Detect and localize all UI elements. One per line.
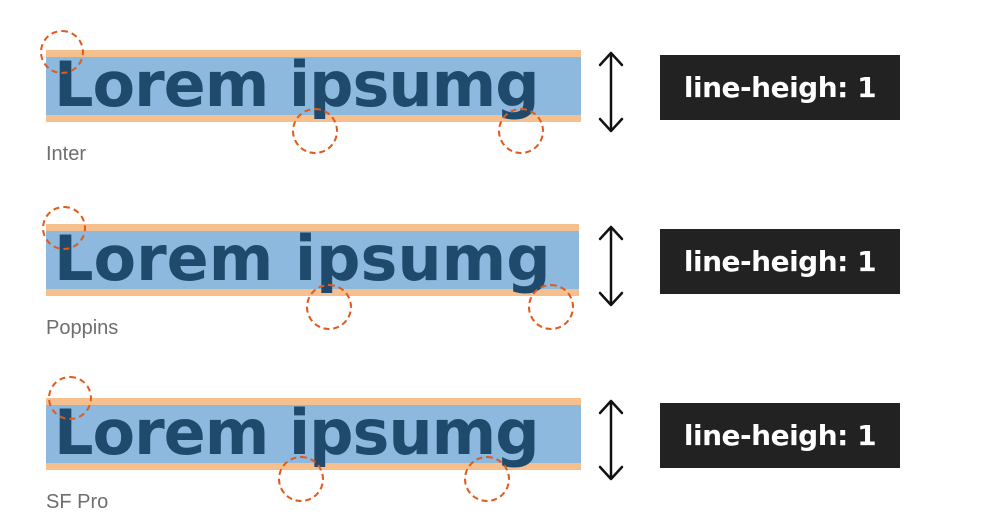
overflow-highlight-descender-p <box>292 108 338 154</box>
typography-row-inter: Lorem ipsumg Inter line-heigh: 1 <box>0 0 996 170</box>
double-headed-vertical-arrow-icon <box>598 51 624 133</box>
glyph-height-band <box>46 57 581 115</box>
font-name-caption: SF Pro <box>46 491 109 513</box>
sample-text: Lorem ipsumg <box>54 48 540 121</box>
typography-row-sf-pro: Lorem ipsumg SF Pro line-heigh: 1 <box>0 348 996 518</box>
double-headed-vertical-arrow-icon <box>598 399 624 481</box>
overflow-highlight-top-left <box>40 30 84 74</box>
sample-text: Lorem ipsumg <box>54 222 551 295</box>
overflow-highlight-descender-p <box>306 284 352 330</box>
overflow-highlight-descender-g <box>498 108 544 154</box>
font-name-caption: Inter <box>46 143 87 165</box>
font-name-caption: Poppins <box>46 317 119 339</box>
line-height-label: line-heigh: 1 <box>660 403 900 468</box>
line-height-label: line-heigh: 1 <box>660 229 900 294</box>
overflow-highlight-descender-g <box>528 284 574 330</box>
overflow-highlight-top-left <box>42 206 86 250</box>
sample-text: Lorem ipsumg <box>54 396 540 469</box>
line-height-label: line-heigh: 1 <box>660 55 900 120</box>
overflow-highlight-descender-p <box>278 456 324 502</box>
overflow-highlight-descender-g <box>464 456 510 502</box>
glyph-height-band <box>46 231 579 289</box>
typography-row-poppins: Lorem ipsumg Poppins line-heigh: 1 <box>0 174 996 344</box>
glyph-height-band <box>46 405 581 463</box>
overflow-highlight-top-left <box>48 376 92 420</box>
double-headed-vertical-arrow-icon <box>598 225 624 307</box>
